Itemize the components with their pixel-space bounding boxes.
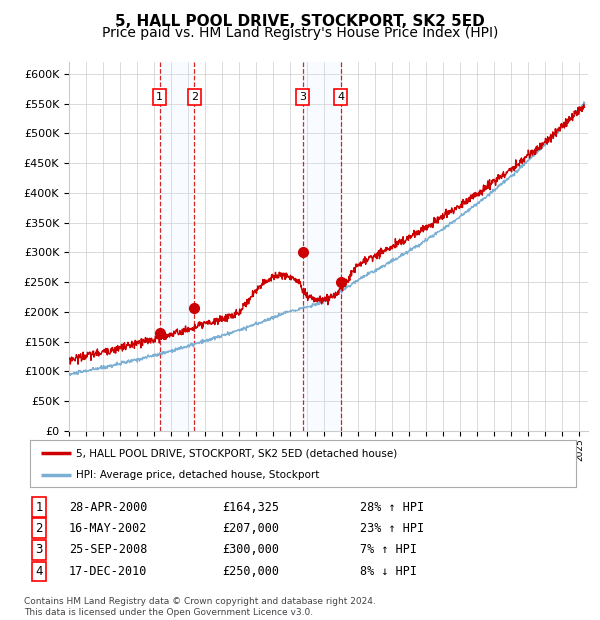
- Text: 1: 1: [156, 92, 163, 102]
- Text: HPI: Average price, detached house, Stockport: HPI: Average price, detached house, Stoc…: [76, 470, 320, 480]
- Bar: [302, 62, 341, 431]
- Bar: [160, 62, 194, 431]
- Text: 28% ↑ HPI: 28% ↑ HPI: [360, 501, 424, 513]
- Text: 17-DEC-2010: 17-DEC-2010: [69, 565, 148, 578]
- Text: 2: 2: [191, 92, 198, 102]
- Text: 23% ↑ HPI: 23% ↑ HPI: [360, 522, 424, 534]
- Text: Price paid vs. HM Land Registry's House Price Index (HPI): Price paid vs. HM Land Registry's House …: [102, 26, 498, 40]
- Text: 4: 4: [35, 565, 43, 578]
- Text: 3: 3: [35, 544, 43, 556]
- Text: 2: 2: [35, 522, 43, 534]
- Text: 5, HALL POOL DRIVE, STOCKPORT, SK2 5ED (detached house): 5, HALL POOL DRIVE, STOCKPORT, SK2 5ED (…: [76, 448, 398, 458]
- Text: Contains HM Land Registry data © Crown copyright and database right 2024.
This d: Contains HM Land Registry data © Crown c…: [24, 598, 376, 617]
- Text: 7% ↑ HPI: 7% ↑ HPI: [360, 544, 417, 556]
- Text: £300,000: £300,000: [222, 544, 279, 556]
- Text: 16-MAY-2002: 16-MAY-2002: [69, 522, 148, 534]
- Text: 4: 4: [337, 92, 344, 102]
- Text: £250,000: £250,000: [222, 565, 279, 578]
- Text: 1: 1: [35, 501, 43, 513]
- Text: £164,325: £164,325: [222, 501, 279, 513]
- Text: 28-APR-2000: 28-APR-2000: [69, 501, 148, 513]
- Text: 3: 3: [299, 92, 306, 102]
- Text: 8% ↓ HPI: 8% ↓ HPI: [360, 565, 417, 578]
- Text: 5, HALL POOL DRIVE, STOCKPORT, SK2 5ED: 5, HALL POOL DRIVE, STOCKPORT, SK2 5ED: [115, 14, 485, 29]
- Text: £207,000: £207,000: [222, 522, 279, 534]
- Text: 25-SEP-2008: 25-SEP-2008: [69, 544, 148, 556]
